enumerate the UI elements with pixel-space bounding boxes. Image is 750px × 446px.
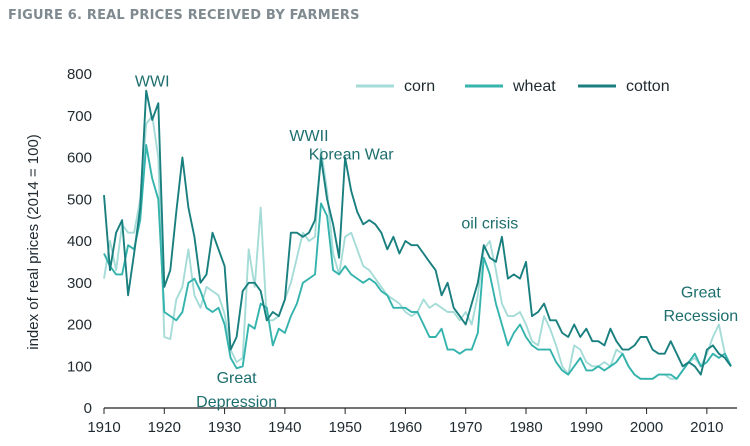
annotation-label: oil crisis (461, 215, 518, 232)
y-tick-label: 300 (67, 275, 92, 292)
figure-title: FIGURE 6. REAL PRICES RECEIVED BY FARMER… (8, 8, 360, 23)
y-tick-label: 700 (67, 108, 92, 125)
x-tick-label: 1990 (570, 419, 603, 436)
annotation-label: WWII (289, 128, 328, 145)
y-tick-label: 800 (67, 66, 92, 83)
x-tick-label: 1910 (87, 419, 120, 436)
chart-legend: corn wheat cotton (356, 78, 670, 95)
x-tick-label: 1930 (208, 419, 241, 436)
series-line-corn (103, 114, 732, 380)
series-line-wheat (103, 144, 732, 380)
annotation-label: Korean War (309, 147, 394, 164)
x-tick-label: 1970 (449, 419, 482, 436)
x-tick-label: 1980 (509, 419, 542, 436)
y-tick-label: 0 (84, 400, 92, 417)
x-tick-label: 1950 (328, 419, 361, 436)
series-layer (103, 89, 732, 380)
y-tick-label: 600 (67, 150, 92, 167)
annotation-label: Depression (196, 394, 277, 411)
x-tick-label: 2010 (690, 419, 723, 436)
y-tick-label: 400 (67, 233, 92, 250)
annotation-label: WWI (135, 74, 170, 91)
x-tick-label: 1920 (148, 419, 181, 436)
x-tick-label: 2000 (630, 419, 663, 436)
y-tick-label: 200 (67, 317, 92, 334)
y-tick-label: 500 (67, 191, 92, 208)
y-tick-label: 100 (67, 358, 92, 375)
legend-label: wheat (512, 78, 556, 95)
chart-axes: 1910 1920 1930 1940 1950 1960 1970 1980 1990 2000… (67, 66, 737, 436)
annotation-label: Great (217, 370, 258, 387)
x-tick-label: 1940 (268, 419, 301, 436)
legend-label: corn (404, 78, 435, 95)
x-tick-label: 1960 (389, 419, 422, 436)
annotation-layer: WWI WWII Korean War oil crisis Great Depressi… (135, 74, 738, 412)
series-line-cotton (103, 89, 732, 376)
y-axis-label: index of real prices (2014 = 100) (25, 134, 42, 350)
legend-label: cotton (626, 78, 670, 95)
annotation-label: Recession (663, 308, 738, 325)
annotation-label: Great (681, 284, 722, 301)
